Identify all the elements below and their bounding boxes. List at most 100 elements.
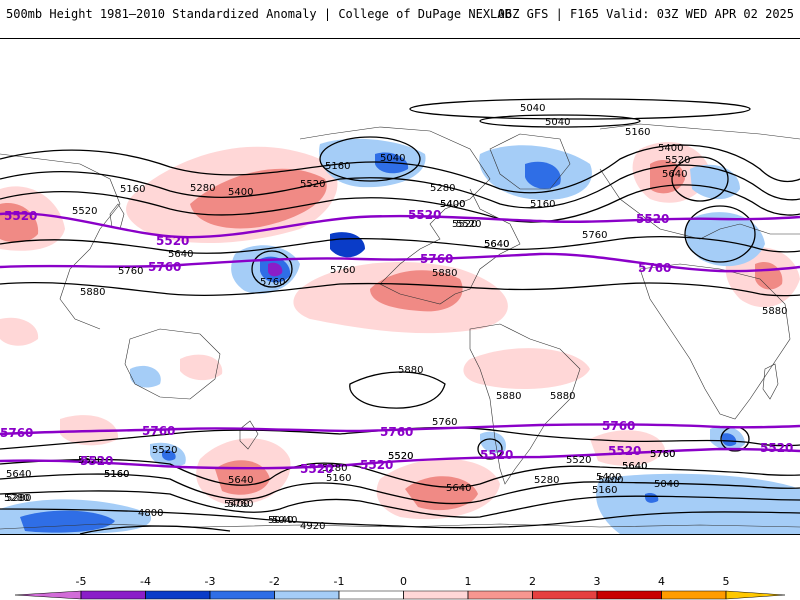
contour-label: 5520 xyxy=(388,451,413,462)
contour-label: 5880 xyxy=(80,287,105,298)
colorbar-tick-label: 5 xyxy=(723,575,730,588)
anomaly-negative-antarctic-spot xyxy=(645,492,659,503)
reference-label: 5520 xyxy=(760,441,793,455)
contour-label: 5880 xyxy=(550,391,575,402)
contour-label: 5400 xyxy=(596,472,621,483)
contour-label: 5160 xyxy=(625,127,650,138)
contour-label: 5040 xyxy=(654,479,679,490)
contour-label: 5400 xyxy=(224,499,249,510)
coastline-australia xyxy=(124,328,221,400)
contour-label: 5160 xyxy=(325,161,350,172)
anomaly-negative-southern-pacific-core xyxy=(162,450,176,461)
contour-label: 5520 xyxy=(566,455,591,466)
contour-label: 5880 xyxy=(762,306,787,317)
anomaly-map[interactable]: 5040 5040 5160 5400 5520 5640 5160 5280 … xyxy=(0,39,800,534)
colorbar-bin xyxy=(467,590,533,600)
coastline-south-america xyxy=(469,323,581,485)
contour-label: 4800 xyxy=(138,508,163,519)
contour-label: 5040 xyxy=(272,515,297,526)
contour-label: 5520 xyxy=(456,219,481,230)
contour-label: 5040 xyxy=(545,117,570,128)
contour-5280-sh xyxy=(0,490,800,518)
coastline-africa xyxy=(639,263,791,420)
reference-label: 5520 xyxy=(408,208,441,222)
colorbar-bin xyxy=(14,590,82,600)
reference-label: 5760 xyxy=(0,426,33,440)
contour-label: 5400 xyxy=(228,187,253,198)
reference-labels: 5520 5520 5520 5520 5760 5760 5760 5760 … xyxy=(0,208,793,476)
colorbar-bin xyxy=(725,590,786,600)
coastline-antarctica xyxy=(0,523,800,530)
colorbar-ticks: -5 -4 -3 -2 -1 0 1 2 3 4 5 xyxy=(76,575,730,599)
contour-label: 5280 xyxy=(6,493,31,504)
reference-label: 5760 xyxy=(380,425,413,439)
anomaly-positive-misc-3 xyxy=(180,354,223,381)
contour-label: 5640 xyxy=(622,461,647,472)
contour-small-europe xyxy=(684,205,756,263)
reference-label: 5520 xyxy=(300,462,333,476)
reference-label: 5760 xyxy=(148,260,181,274)
contour-5400-nh xyxy=(0,184,800,223)
reference-label: 5520 xyxy=(636,212,669,226)
contour-label: 5880 xyxy=(432,268,457,279)
anomaly-positive-us-core xyxy=(370,270,463,312)
contour-label: 5160 xyxy=(326,473,351,484)
contour-labels: 5040 5040 5160 5400 5520 5640 5160 5280 … xyxy=(4,103,787,532)
reference-label: 5760 xyxy=(142,424,175,438)
contour-label: 5760 xyxy=(228,499,253,510)
reference-contour-5760-sh xyxy=(0,423,800,436)
reference-contours xyxy=(0,212,800,470)
contour-label: 5160 xyxy=(592,485,617,496)
colorbar-tick-label: -2 xyxy=(269,575,280,588)
colorbar-tick-label: 3 xyxy=(594,575,601,588)
contour-label: 5160 xyxy=(104,469,129,480)
contour-label: 5520 xyxy=(665,155,690,166)
reference-label: 5520 xyxy=(608,444,641,458)
colorbar-tick-label: -3 xyxy=(205,575,216,588)
contour-label: 5520 xyxy=(152,445,177,456)
contour-label: 5520 xyxy=(72,206,97,217)
colorbar-bin xyxy=(596,590,662,600)
reference-label: 5760 xyxy=(420,252,453,266)
anomaly-negative-misc-1 xyxy=(130,365,161,388)
contour-label: 5400 xyxy=(658,143,683,154)
contour-label: 5640 xyxy=(622,461,647,472)
map-panel[interactable]: 5040 5040 5160 5400 5520 5640 5160 5280 … xyxy=(0,38,800,535)
contour-label: 5520 xyxy=(452,219,477,230)
colorbar-tick-label: -5 xyxy=(76,575,87,588)
reference-contour-5520-sh xyxy=(0,447,800,470)
map-title: 500mb Height 1981–2010 Standardized Anom… xyxy=(6,7,512,21)
contour-label: 5520 xyxy=(300,179,325,190)
contour-5880-nh xyxy=(0,282,800,297)
contour-label: 5040 xyxy=(268,515,293,526)
reference-label: 5760 xyxy=(638,261,671,275)
height-contours xyxy=(0,98,800,534)
contour-label: 5640 xyxy=(6,469,31,480)
contour-label: 4920 xyxy=(300,521,325,532)
anomaly-positive-misc-2 xyxy=(0,317,39,346)
contour-label: 5400 xyxy=(598,475,623,486)
reference-label: 5520 xyxy=(80,454,113,468)
anomaly-negative-alaska xyxy=(319,138,426,188)
contour-label: 5760 xyxy=(650,449,675,460)
contour-label: 5400 xyxy=(440,199,465,210)
anomaly-positive-atlantic-s xyxy=(463,348,590,389)
contour-5640-nh xyxy=(0,236,800,254)
contour-small-pacific-cutoff xyxy=(251,250,293,288)
reference-contour-5760-nh xyxy=(0,252,800,273)
colorbar-bin xyxy=(661,590,727,600)
coastline-japan xyxy=(109,203,125,230)
contour-label: 5640 xyxy=(446,483,471,494)
anomaly-negative-south-atlantic-core xyxy=(722,433,737,447)
contour-label: 5760 xyxy=(118,266,143,277)
contour-label: 5760 xyxy=(432,417,457,428)
coastlines xyxy=(0,123,800,530)
anomaly-positive-indian xyxy=(590,430,665,466)
contour-label: 5400 xyxy=(440,199,465,210)
contour-label: 5160 xyxy=(104,469,129,480)
contour-label: 5520 xyxy=(78,455,103,466)
contour-label: 5640 xyxy=(484,239,509,250)
contour-label: 5760 xyxy=(260,277,285,288)
colorbar-bins xyxy=(14,590,786,600)
contour-label: 5280 xyxy=(430,183,455,194)
